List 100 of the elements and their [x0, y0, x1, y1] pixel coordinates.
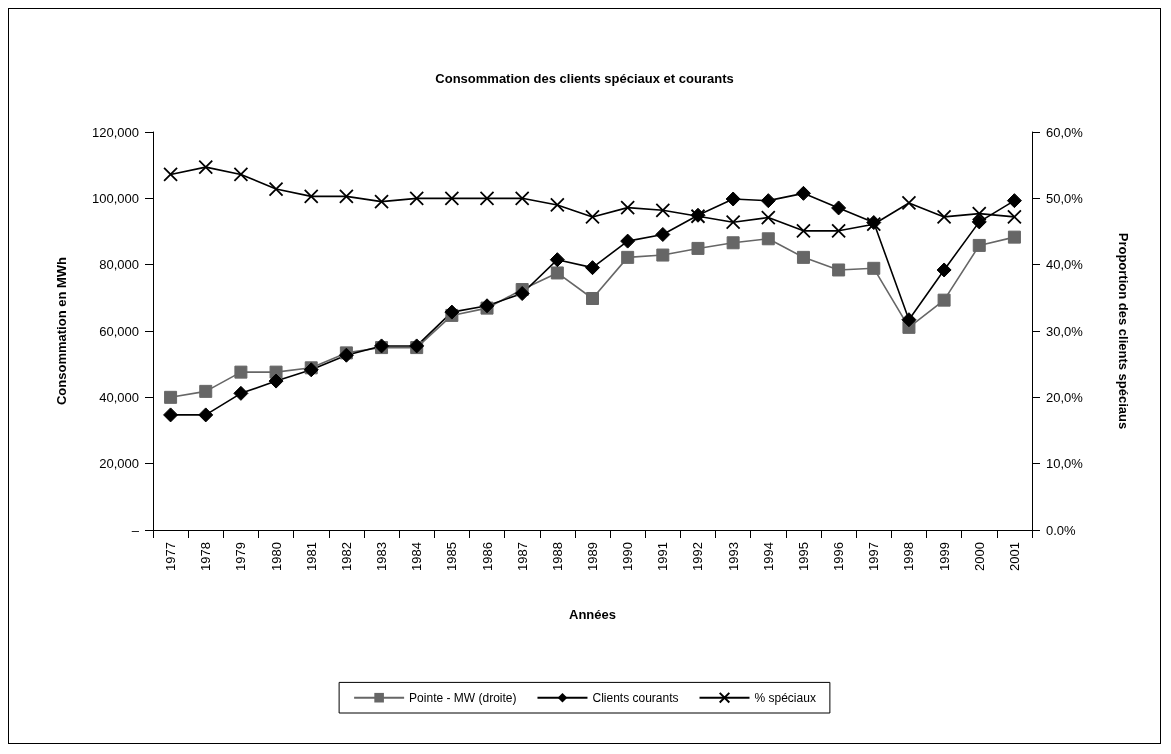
y2-tick-label: 0.0%	[1046, 522, 1077, 538]
point	[163, 407, 179, 423]
y2-axis-title: Proportion des clients spéciaus	[1116, 232, 1131, 430]
point	[726, 236, 740, 250]
point	[621, 250, 635, 264]
point	[550, 266, 564, 280]
point	[656, 248, 670, 262]
x-tick-label: 1999	[936, 542, 952, 571]
x-tick-label: 1987	[514, 542, 530, 571]
point	[901, 195, 917, 211]
point	[796, 223, 811, 239]
point	[233, 167, 249, 182]
point	[936, 209, 952, 225]
point	[374, 194, 389, 210]
y2-tick-label: 40,0%	[1046, 257, 1084, 273]
x-tick-label: 1981	[303, 542, 319, 571]
point	[164, 390, 178, 404]
x-tick-label: 1997	[866, 542, 882, 571]
point	[514, 286, 530, 302]
x-tick-label: 1993	[725, 542, 741, 571]
point	[1007, 230, 1021, 244]
x-tick-label: 1978	[198, 542, 214, 571]
point	[831, 200, 847, 216]
point	[971, 206, 987, 221]
point	[867, 261, 881, 275]
y2-tick-label: 50,0%	[1046, 190, 1084, 206]
y2-tick-label: 10,0%	[1046, 456, 1084, 472]
y-tick-label: –	[131, 522, 140, 538]
point	[901, 312, 917, 328]
y-tick-label: 20,000	[99, 456, 139, 472]
point	[444, 190, 460, 206]
legend-label: Pointe - MW (droite)	[409, 690, 517, 705]
legend-label: Clients courants	[592, 690, 679, 705]
x-axis-title: Années	[569, 607, 616, 622]
x-tick-label: 1995	[795, 542, 811, 571]
x-tick-label: 1994	[760, 542, 776, 571]
point	[444, 304, 460, 320]
point	[620, 200, 636, 216]
point	[338, 188, 354, 204]
x-tick-label: 1988	[549, 542, 565, 571]
y2-tick-label: 20,0%	[1046, 389, 1084, 405]
y-tick-label: 100,000	[92, 190, 139, 206]
x-tick-label: 1986	[479, 542, 495, 571]
point	[655, 226, 671, 242]
x-tick-label: 1991	[655, 542, 671, 571]
point	[655, 202, 671, 218]
point	[514, 190, 530, 206]
point	[234, 365, 248, 379]
point	[549, 197, 565, 213]
y2-tick-label: 60,0%	[1046, 124, 1084, 140]
point	[760, 193, 776, 209]
y-tick-label: 120,000	[92, 124, 139, 140]
point	[620, 233, 636, 249]
chart-title: Consommation des clients spéciaux et courants	[435, 71, 734, 86]
point	[163, 167, 178, 182]
point	[937, 293, 951, 307]
point	[198, 159, 214, 175]
point	[831, 223, 847, 239]
x-tick-label: 1984	[409, 542, 425, 571]
y-tick-label: 80,000	[99, 257, 139, 273]
point	[1006, 193, 1022, 209]
point	[409, 190, 425, 206]
point	[972, 238, 986, 252]
point	[832, 263, 846, 277]
point	[586, 292, 599, 305]
x-tick-label: 1996	[831, 542, 847, 571]
y2-tick-label: 30,0%	[1046, 323, 1084, 339]
x-tick-label: 1982	[338, 542, 354, 571]
point	[549, 252, 565, 268]
point	[1007, 209, 1022, 225]
point	[725, 191, 741, 207]
point	[199, 384, 213, 398]
point	[303, 188, 319, 204]
x-tick-label: 1990	[620, 542, 636, 571]
point	[585, 260, 600, 276]
point	[691, 241, 705, 255]
point	[479, 190, 495, 206]
point	[233, 385, 249, 401]
x-tick-label: 1989	[585, 542, 600, 571]
x-tick-label: 2000	[971, 542, 987, 571]
y-tick-label: 60,000	[99, 323, 139, 339]
x-tick-label: 1977	[163, 542, 179, 571]
point	[725, 214, 741, 230]
point	[936, 262, 952, 278]
point	[761, 232, 775, 246]
point	[796, 250, 810, 264]
point	[760, 210, 776, 225]
x-tick-label: 1985	[444, 542, 460, 571]
y-tick-label: 40,000	[99, 389, 139, 405]
point	[268, 373, 284, 389]
x-tick-label: 1983	[374, 542, 390, 571]
x-tick-label: 1998	[901, 542, 917, 571]
x-tick-label: 1979	[233, 542, 249, 571]
legend-label: % spéciaux	[754, 690, 816, 705]
point	[795, 185, 811, 201]
point	[971, 214, 987, 230]
y-axis-title: Consommation en MWh	[54, 256, 69, 406]
x-tick-label: 1980	[268, 542, 284, 571]
x-tick-label: 2001	[1006, 542, 1022, 571]
point	[585, 209, 600, 225]
